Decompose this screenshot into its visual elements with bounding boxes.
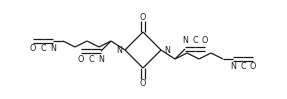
Text: C: C bbox=[88, 55, 94, 64]
Text: O: O bbox=[202, 36, 208, 45]
Text: N: N bbox=[50, 44, 56, 53]
Text: N: N bbox=[164, 46, 170, 55]
Text: C: C bbox=[192, 36, 198, 45]
Text: O: O bbox=[250, 62, 256, 71]
Text: N: N bbox=[230, 62, 236, 71]
Text: N: N bbox=[116, 46, 122, 55]
Text: O: O bbox=[140, 12, 146, 21]
Text: O: O bbox=[30, 44, 36, 53]
Text: N: N bbox=[98, 55, 104, 64]
Text: C: C bbox=[40, 44, 46, 53]
Text: N: N bbox=[182, 36, 188, 45]
Text: O: O bbox=[140, 79, 146, 88]
Text: O: O bbox=[78, 55, 84, 64]
Text: C: C bbox=[240, 62, 246, 71]
